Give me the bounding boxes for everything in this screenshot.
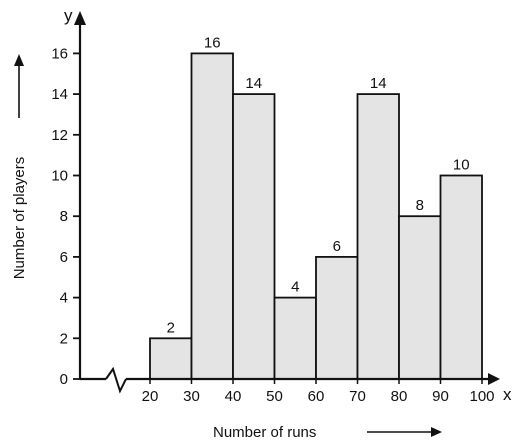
y-tick-label: 12 bbox=[51, 127, 68, 144]
histogram-bar bbox=[190, 52, 234, 380]
x-tick-label: 100 bbox=[469, 388, 494, 405]
y-tick-label: 16 bbox=[51, 45, 68, 62]
x-tick-label: 90 bbox=[432, 388, 449, 405]
y-tick-label: 4 bbox=[60, 290, 68, 307]
bar-value-label: 14 bbox=[370, 75, 387, 92]
y-axis-title: Number of players bbox=[11, 157, 28, 280]
y-axis-arrowhead bbox=[74, 11, 86, 25]
histogram-bar bbox=[232, 93, 276, 380]
x-tick-label: 50 bbox=[266, 388, 283, 405]
y-axis-letter: y bbox=[64, 6, 73, 25]
bar-value-label: 10 bbox=[453, 157, 470, 174]
y-tick-label: 0 bbox=[60, 371, 68, 388]
x-tick-label: 60 bbox=[308, 388, 325, 405]
y-tick-label: 10 bbox=[51, 168, 68, 185]
x-axis-letter: x bbox=[503, 385, 512, 404]
x-axis-break bbox=[105, 366, 127, 394]
y-tick-label: 6 bbox=[60, 249, 68, 266]
histogram-bar bbox=[273, 296, 317, 380]
x-axis-title: Number of runs bbox=[213, 424, 316, 441]
x-axis-arrowhead bbox=[488, 373, 500, 385]
x-tick-label: 30 bbox=[183, 388, 200, 405]
histogram-bar bbox=[356, 93, 400, 380]
bar-value-label: 4 bbox=[291, 279, 299, 296]
x-axis-ticks: 20 30 40 50 60 70 80 90 100 bbox=[142, 379, 495, 405]
bars: 2 16 14 4 6 14 8 10 bbox=[149, 34, 483, 380]
x-tick-label: 20 bbox=[142, 388, 159, 405]
y-tick-label: 2 bbox=[60, 330, 68, 347]
y-axis-title-arrowhead bbox=[14, 54, 24, 66]
x-axis-title-arrowhead bbox=[431, 427, 442, 437]
histogram-bar bbox=[398, 215, 442, 380]
bar-value-label: 8 bbox=[416, 197, 424, 214]
bar-value-label: 6 bbox=[333, 238, 341, 255]
x-tick-label: 80 bbox=[391, 388, 408, 405]
histogram-bar bbox=[439, 174, 483, 380]
y-tick-label: 14 bbox=[51, 86, 68, 103]
x-tick-label: 70 bbox=[349, 388, 366, 405]
x-tick-label: 40 bbox=[225, 388, 242, 405]
y-tick-label: 8 bbox=[60, 208, 68, 225]
histogram-bar bbox=[149, 337, 193, 380]
y-axis-ticks: 0 2 4 6 8 10 12 14 16 bbox=[51, 45, 80, 388]
bar-value-label: 16 bbox=[204, 34, 221, 51]
bar-value-label: 2 bbox=[167, 319, 175, 336]
histogram-bar bbox=[315, 255, 359, 380]
bar-value-label: 14 bbox=[245, 75, 262, 92]
